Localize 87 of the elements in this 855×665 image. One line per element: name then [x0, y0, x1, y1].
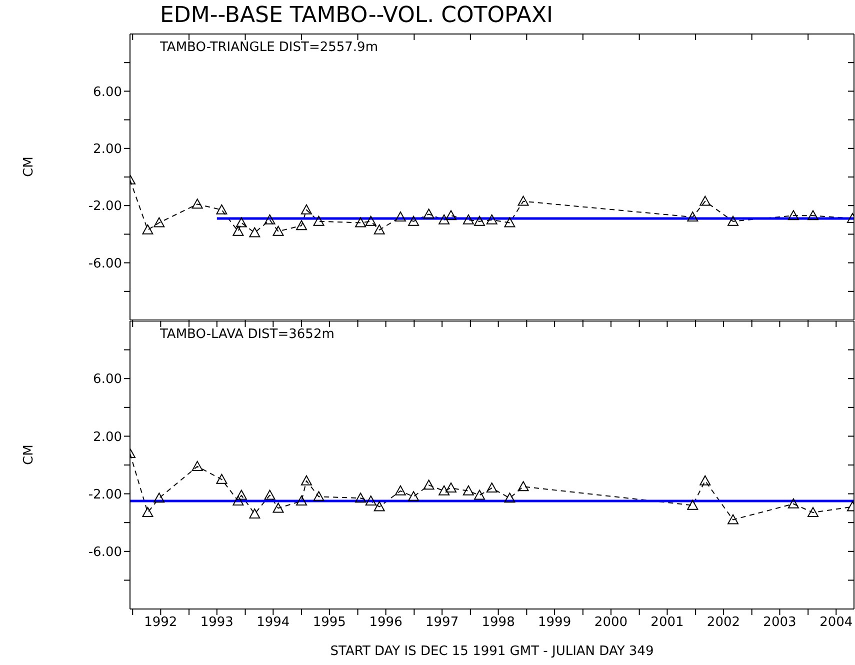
point	[486, 482, 498, 493]
point	[394, 485, 406, 496]
point	[296, 496, 308, 506]
x-tick-label: 1998	[482, 615, 515, 630]
point	[249, 227, 260, 238]
point	[687, 212, 698, 222]
x-tick-label: 1993	[200, 615, 234, 630]
x-tick-label: 2004	[820, 615, 853, 630]
annotation: TAMBO-TRIANGLE DIST=2557.9m	[160, 40, 378, 55]
point	[249, 508, 260, 518]
point	[423, 480, 434, 490]
point	[486, 214, 498, 224]
point	[438, 214, 450, 224]
point	[216, 204, 228, 214]
point	[728, 514, 739, 524]
point	[216, 474, 228, 484]
point	[408, 491, 420, 502]
point	[300, 475, 312, 486]
point	[296, 220, 308, 230]
point	[474, 490, 486, 500]
point	[236, 490, 247, 500]
chart-title: EDM--BASE TAMBO--VOL. COTOPAXI	[159, 2, 554, 30]
x-tick-label: 1997	[426, 615, 459, 630]
point	[518, 196, 529, 206]
point	[365, 216, 376, 226]
point	[232, 496, 244, 506]
point	[192, 198, 203, 209]
point	[394, 212, 406, 222]
point	[700, 196, 711, 206]
y-tick-label: -6.00	[88, 545, 122, 560]
point	[423, 208, 434, 219]
point	[462, 485, 474, 496]
y-tick-label: 2.00	[93, 430, 122, 445]
annotation: TAMBO-LAVA DIST=3652m	[160, 327, 334, 342]
x-tick-label: 1994	[256, 615, 290, 630]
point	[438, 485, 450, 496]
point	[236, 217, 247, 228]
x-tick-label: 1996	[369, 615, 402, 630]
point	[462, 214, 474, 224]
point	[687, 500, 698, 510]
x-tick-label: 1992	[144, 615, 178, 630]
point	[504, 217, 516, 228]
point	[355, 492, 366, 503]
point	[264, 214, 276, 224]
point	[355, 217, 366, 228]
x-tick-label: 2003	[763, 615, 796, 630]
point	[313, 216, 324, 226]
point	[446, 210, 457, 220]
point	[374, 501, 385, 512]
y-tick-label: 6.00	[93, 84, 122, 100]
point	[300, 204, 312, 214]
point	[728, 216, 739, 226]
point	[264, 490, 276, 500]
y-tick-label: -2.00	[88, 487, 122, 502]
point	[142, 507, 154, 518]
point	[808, 507, 819, 518]
point	[408, 216, 420, 226]
point	[446, 482, 457, 493]
point	[154, 217, 165, 228]
y-tick-label: -6.00	[88, 256, 122, 272]
point	[272, 226, 284, 236]
point	[474, 216, 486, 226]
point	[192, 460, 203, 471]
x-tick-label: 2000	[594, 615, 628, 630]
x-axis-title: START DAY IS DEC 15 1991 GMT - JULIAN DAY 349	[330, 644, 654, 659]
point	[518, 481, 529, 492]
y-tick-label: -2.00	[88, 199, 122, 214]
y-axis-title: CM	[22, 156, 37, 177]
point	[272, 502, 284, 513]
x-tick-label: 2001	[650, 615, 684, 630]
x-tick-label: 2002	[706, 615, 740, 630]
x-tick-label: 1999	[538, 615, 572, 630]
point	[142, 224, 154, 234]
point	[788, 498, 799, 508]
point	[154, 492, 165, 503]
y-axis-title: CM	[22, 444, 37, 465]
x-tick-label: 1995	[312, 615, 346, 630]
y-tick-label: 2.00	[93, 142, 122, 158]
point	[504, 492, 516, 503]
point	[374, 224, 385, 234]
point	[700, 475, 711, 486]
y-tick-label: 6.00	[93, 372, 122, 388]
point	[365, 496, 376, 506]
point	[788, 210, 799, 220]
point	[232, 226, 244, 236]
point	[808, 210, 819, 220]
point	[313, 491, 324, 502]
